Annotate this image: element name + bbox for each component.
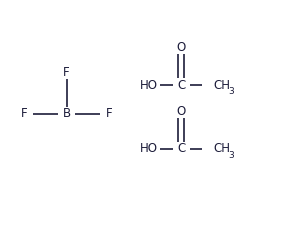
Text: 3: 3 [228, 151, 234, 160]
Text: HO: HO [140, 142, 158, 155]
Text: HO: HO [140, 79, 158, 92]
Text: C: C [177, 142, 185, 155]
Text: O: O [177, 105, 186, 118]
Text: CH: CH [214, 142, 231, 155]
Text: C: C [177, 79, 185, 92]
Text: CH: CH [214, 79, 231, 92]
Text: F: F [21, 107, 27, 120]
Text: 3: 3 [228, 87, 234, 96]
Text: B: B [63, 107, 70, 120]
Text: F: F [63, 66, 70, 79]
Text: F: F [106, 107, 112, 120]
Text: O: O [177, 41, 186, 54]
